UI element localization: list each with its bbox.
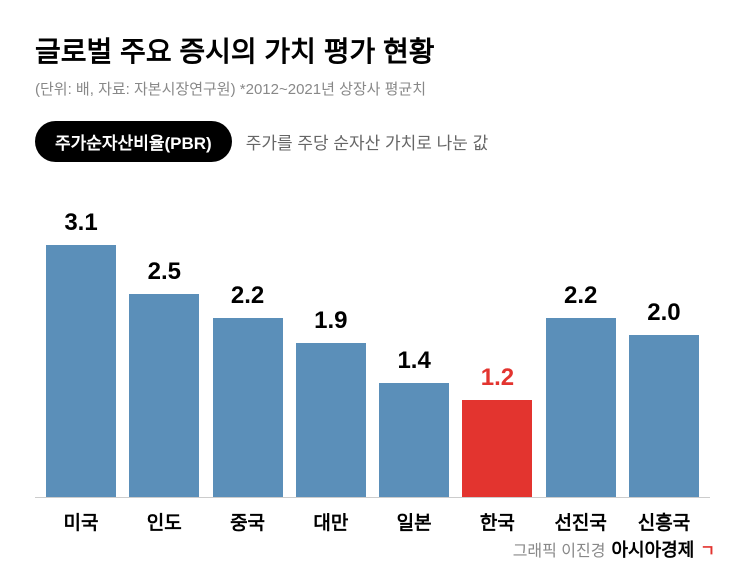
legend-description: 주가를 주당 순자산 가치로 나눈 값 [246, 129, 489, 154]
bar-value-label: 1.4 [397, 347, 430, 375]
credits: 그래픽 이진경 아시아경제ㄱ [513, 536, 715, 562]
bar [462, 400, 532, 498]
bar-value-label: 1.9 [314, 307, 347, 335]
x-axis-labels: 미국 인도 중국 대만 일본 한국 선진국 신흥국 [35, 498, 710, 535]
bar-group: 2.5 [126, 258, 202, 497]
chart-subtitle: (단위: 배, 자료: 자본시장연구원) *2012~2021년 상장사 평균치 [35, 78, 710, 99]
bar-value-label: 2.2 [231, 282, 264, 310]
bar-group: 2.2 [210, 282, 286, 497]
x-axis-label: 인도 [126, 508, 202, 535]
brand-accent: ㄱ [700, 537, 715, 561]
bar [629, 335, 699, 498]
bar-value-label: 3.1 [64, 209, 97, 237]
bar-group: 1.2 [459, 364, 535, 498]
legend-row: 주가순자산비율(PBR) 주가를 주당 순자산 가치로 나눈 값 [35, 121, 710, 162]
bar-group: 3.1 [43, 209, 119, 497]
x-axis-label: 중국 [210, 508, 286, 535]
publisher-brand: 아시아경제 [611, 536, 694, 562]
bar-group: 2.2 [543, 282, 619, 497]
x-axis-label: 대만 [293, 508, 369, 535]
legend-pill: 주가순자산비율(PBR) [35, 121, 232, 162]
chart-title: 글로벌 주요 증시의 가치 평가 현황 [35, 30, 710, 70]
bar [129, 294, 199, 497]
x-axis-label: 일본 [376, 508, 452, 535]
x-axis-label: 미국 [43, 508, 119, 535]
bar-value-label: 2.0 [647, 299, 680, 327]
bar-chart: 3.1 2.5 2.2 1.9 1.4 1.2 2.2 2.0 [35, 198, 710, 498]
x-axis-label: 한국 [459, 508, 535, 535]
bar-group: 1.9 [293, 307, 369, 497]
bar [213, 318, 283, 497]
bar [546, 318, 616, 497]
bar-group: 2.0 [626, 299, 702, 498]
bar-value-label: 2.2 [564, 282, 597, 310]
bar [296, 343, 366, 497]
x-axis-label: 신흥국 [626, 508, 702, 535]
bar [379, 383, 449, 497]
bar [46, 245, 116, 497]
x-axis-label: 선진국 [543, 508, 619, 535]
graphic-author: 그래픽 이진경 [513, 537, 606, 561]
bar-group: 1.4 [376, 347, 452, 497]
bar-value-label: 1.2 [481, 364, 514, 392]
bar-value-label: 2.5 [148, 258, 181, 286]
